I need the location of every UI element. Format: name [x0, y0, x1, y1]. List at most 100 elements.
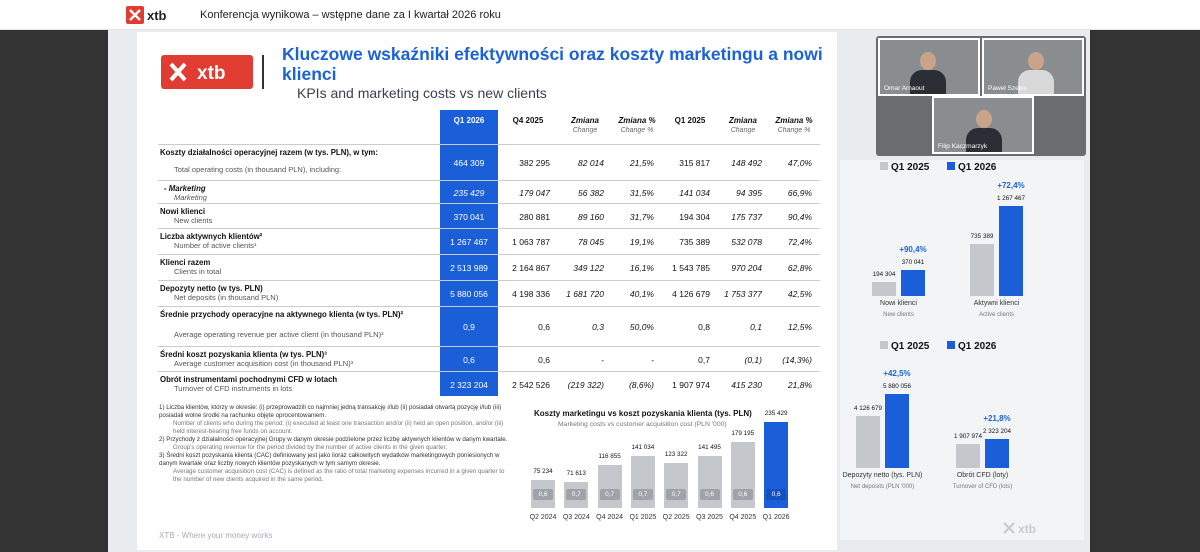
category-label: Depozyty netto (tys. PLN)	[842, 472, 923, 479]
marketing-chart-title: Koszty marketingu vs koszt pozyskania kl…	[534, 409, 752, 418]
cac-badge: 0,7	[632, 489, 653, 500]
table-row: Średni koszt pozyskania klienta (w tys. …	[158, 346, 820, 371]
table-cell: 382 295	[519, 158, 550, 168]
row-label-en: New clients	[174, 216, 213, 225]
participant-tile: Filip Kaczmarzyk	[932, 96, 1034, 154]
chart-bar	[970, 243, 994, 296]
logo-divider	[262, 55, 264, 89]
row-label-en: Marketing	[174, 193, 207, 202]
table-cell: 235 429	[453, 187, 485, 198]
participant-tile: Paweł Szejko	[982, 38, 1084, 96]
row-label-en: Total operating costs (in thousand PLN),…	[174, 165, 342, 174]
right-margin	[1090, 30, 1200, 552]
bar-value-label: 123 322	[664, 450, 688, 458]
cac-badge: 0,6	[699, 489, 720, 500]
chart-bar	[872, 282, 896, 296]
table-cell: 0,6	[538, 322, 550, 332]
table-cell: 66,9%	[787, 187, 812, 198]
legend-q1-2026: Q1 2026	[947, 162, 996, 173]
table-cell: 0,3	[592, 322, 604, 332]
chart-bar	[664, 462, 689, 508]
footnote: 3) Średni koszt pozyskania klienta (CAC)…	[159, 452, 500, 467]
legend-q1-2025: Q1 2025	[880, 162, 929, 173]
bar-value-label: 141 034	[631, 444, 655, 452]
x-tick-label: Q2 2025	[662, 514, 690, 521]
cac-badge: 0,7	[566, 489, 587, 500]
cac-badge: 0,6	[533, 489, 553, 500]
row-label-en: Turnover of CFD instruments in lots	[174, 384, 293, 393]
x-tick-label: Q4 2024	[596, 514, 624, 521]
row-label: - Marketing	[164, 184, 206, 193]
table-cell: 62,8%	[787, 263, 812, 273]
table-cell: 179 047	[519, 187, 550, 198]
table-cell: 2 323 204	[450, 379, 488, 390]
x-tick-label: Q4 2025	[729, 514, 757, 521]
table-cell: 0,6	[538, 354, 550, 365]
table-cell: 21,8%	[787, 379, 812, 390]
table-cell: 0,8	[698, 322, 710, 332]
table-cell: 970 204	[731, 263, 762, 273]
table-row: Nowi klienci New clients 370 041 280 881 89 …	[158, 203, 820, 228]
table-cell: 0,6	[463, 354, 475, 365]
chart-bar	[885, 394, 909, 468]
x-tick-label: Q3 2025	[696, 514, 723, 521]
svg-text:xtb: xtb	[147, 8, 167, 23]
table-cell: (8,6%)	[628, 379, 654, 390]
table-cell: 1 063 787	[512, 237, 550, 247]
bar-value-label: 1 267 467	[996, 195, 1025, 203]
column-header: Q4 2025	[512, 116, 544, 125]
bar-value-label: 75 234	[533, 468, 553, 476]
category-label-en: Net deposits (PLN '000)	[850, 484, 915, 490]
row-label: Liczba aktywnych klientów²	[160, 232, 263, 241]
change-percent: +42,5%	[883, 369, 911, 379]
table-cell: -	[601, 354, 604, 365]
row-label-en: Average customer acquisition cost (in th…	[174, 359, 354, 368]
legend-q1-2026: Q1 2026	[947, 341, 996, 352]
table-cell: 1 267 467	[450, 237, 488, 247]
change-percent: +21,8%	[983, 413, 1011, 423]
table-row: - Marketing Marketing 235 429 179 047 56 382…	[158, 180, 820, 203]
table-cell: -	[651, 354, 654, 365]
table-cell: 735 389	[679, 237, 710, 247]
footnote: 2) Przychody z działalności operacyjnej …	[159, 436, 508, 443]
table-cell: 90,4%	[787, 211, 812, 222]
table-cell: 16,1%	[629, 263, 654, 273]
participant-tile: Omar Arnaout	[878, 38, 980, 96]
change-percent: +90,4%	[899, 244, 927, 254]
participant-name: Omar Arnaout	[884, 85, 925, 92]
svg-text:xtb: xtb	[1018, 522, 1036, 536]
table-cell: 2 164 867	[512, 263, 550, 273]
category-label: Obrót CFD (loty)	[956, 472, 1009, 479]
row-label-en: Clients in total	[174, 267, 222, 276]
marketing-chart-subtitle: Marketing costs vs customer acquisition …	[558, 421, 727, 428]
row-label: Koszty działalności operacyjnej razem (w…	[160, 148, 378, 157]
table-cell: 141 034	[679, 187, 710, 198]
table-cell: 1 681 720	[566, 289, 604, 299]
table-cell: 89 160	[578, 211, 604, 222]
row-label: Depozyty netto (w tys. PLN)	[160, 284, 263, 293]
row-label: Obrót instrumentami pochodnymi CFD w lot…	[160, 375, 338, 384]
slide-right-panel	[840, 160, 1084, 540]
table-cell: 175 737	[731, 211, 762, 222]
bar-value-label: 194 304	[872, 271, 896, 279]
footnote-en: Average customer acquisition cost (CAC) …	[173, 468, 505, 483]
table-cell: 194 304	[679, 211, 710, 222]
table-cell: 19,1%	[629, 237, 654, 247]
table-cell: 280 881	[519, 211, 550, 222]
table-row: Liczba aktywnych klientów² Number of acti…	[158, 228, 820, 254]
table-cell: 0,9	[463, 322, 475, 332]
slide-footer: XTB - Where your money works	[159, 531, 273, 540]
bar-value-label: 370 041	[901, 258, 925, 266]
table-cell: 40,1%	[629, 289, 654, 299]
table-cell: 0,7	[698, 354, 710, 365]
table-cell: 31,5%	[629, 187, 654, 198]
table-cell: 1 543 785	[672, 263, 710, 273]
category-label: Nowi klienci	[880, 300, 917, 307]
cac-badge: 0,6	[732, 489, 753, 500]
category-label: Aktywni klienci	[973, 300, 1020, 307]
row-label-en: Net deposits (in thousand PLN)	[174, 293, 279, 302]
window-title: Konferencja wynikowa – wstępne dane za I…	[200, 9, 501, 21]
highlight-column	[440, 110, 498, 396]
chart-bar	[630, 456, 655, 508]
bar-value-label: 735 389	[970, 232, 994, 240]
